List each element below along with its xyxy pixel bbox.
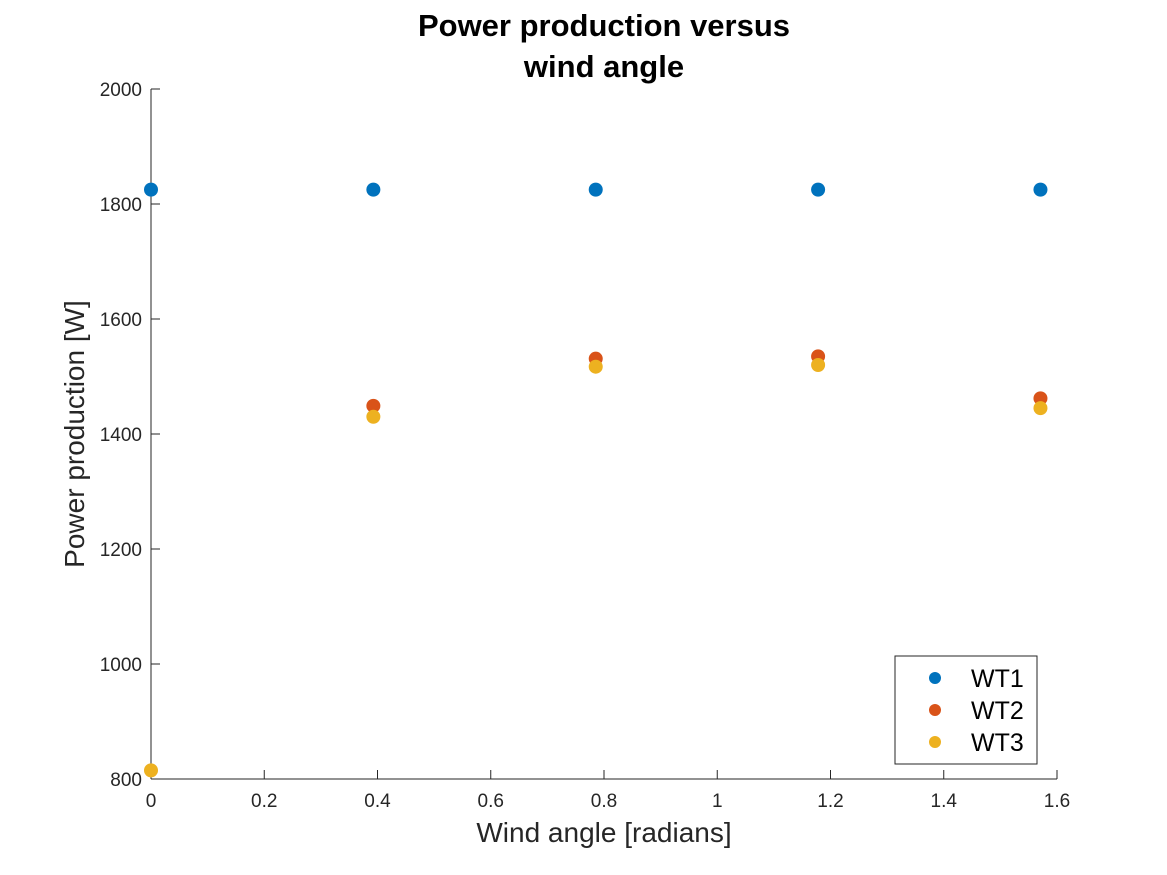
y-axis-label: Power production [W] [59,300,90,568]
x-tick-label: 1.6 [1044,791,1070,812]
x-tick-label: 1.4 [931,791,958,812]
data-point-wt2 [1033,391,1048,406]
x-tick-label: 0.6 [478,791,504,812]
x-tick-label: 0.2 [251,791,277,812]
chart-title-line-1: Power production versus [418,8,790,43]
data-point-wt1 [588,182,603,197]
chart-title: Power production versus wind angle [418,8,790,84]
x-axis-ticks: 0 0.2 0.4 0.6 0.8 1 1.2 1.4 1.6 [146,770,1070,812]
legend-marker-wt3 [929,736,941,748]
x-axis-label: Wind angle [radians] [476,817,731,848]
y-axis-ticks: 800 1000 1200 1400 1600 1800 2000 [100,80,160,791]
data-point-wt1 [144,182,158,197]
data-point-wt1 [811,182,826,197]
chart-legend: WT1 WT2 WT3 [894,655,1038,765]
data-point-wt1 [1033,182,1048,197]
data-point-wt3 [366,409,381,424]
y-tick-label: 1200 [100,540,142,561]
y-tick-label: 1800 [100,195,142,216]
x-tick-label: 1.2 [817,791,843,812]
legend-box [894,655,1038,765]
x-tick-label: 0.8 [591,791,617,812]
chart-title-line-2: wind angle [523,49,684,84]
data-point-wt3 [144,763,158,778]
legend-label-wt1: WT1 [971,665,1024,693]
y-tick-label: 1600 [100,310,142,331]
y-tick-label: 2000 [100,80,142,101]
data-point-wt1 [366,182,381,197]
x-tick-label: 0 [146,791,157,812]
legend-marker-wt1 [929,672,941,684]
data-point-wt3 [588,359,603,374]
x-tick-label: 0.4 [364,791,391,812]
y-tick-label: 1000 [100,655,142,676]
legend-label-wt3: WT3 [971,729,1024,757]
y-tick-label: 800 [110,770,142,791]
x-tick-label: 1 [712,791,723,812]
data-point-wt3 [811,358,826,372]
data-points [144,182,1048,778]
y-tick-label: 1400 [100,425,142,446]
legend-label-wt2: WT2 [971,697,1024,725]
data-point-wt3 [1033,401,1048,416]
data-point-wt2 [366,398,381,413]
legend-marker-wt2 [929,704,941,716]
